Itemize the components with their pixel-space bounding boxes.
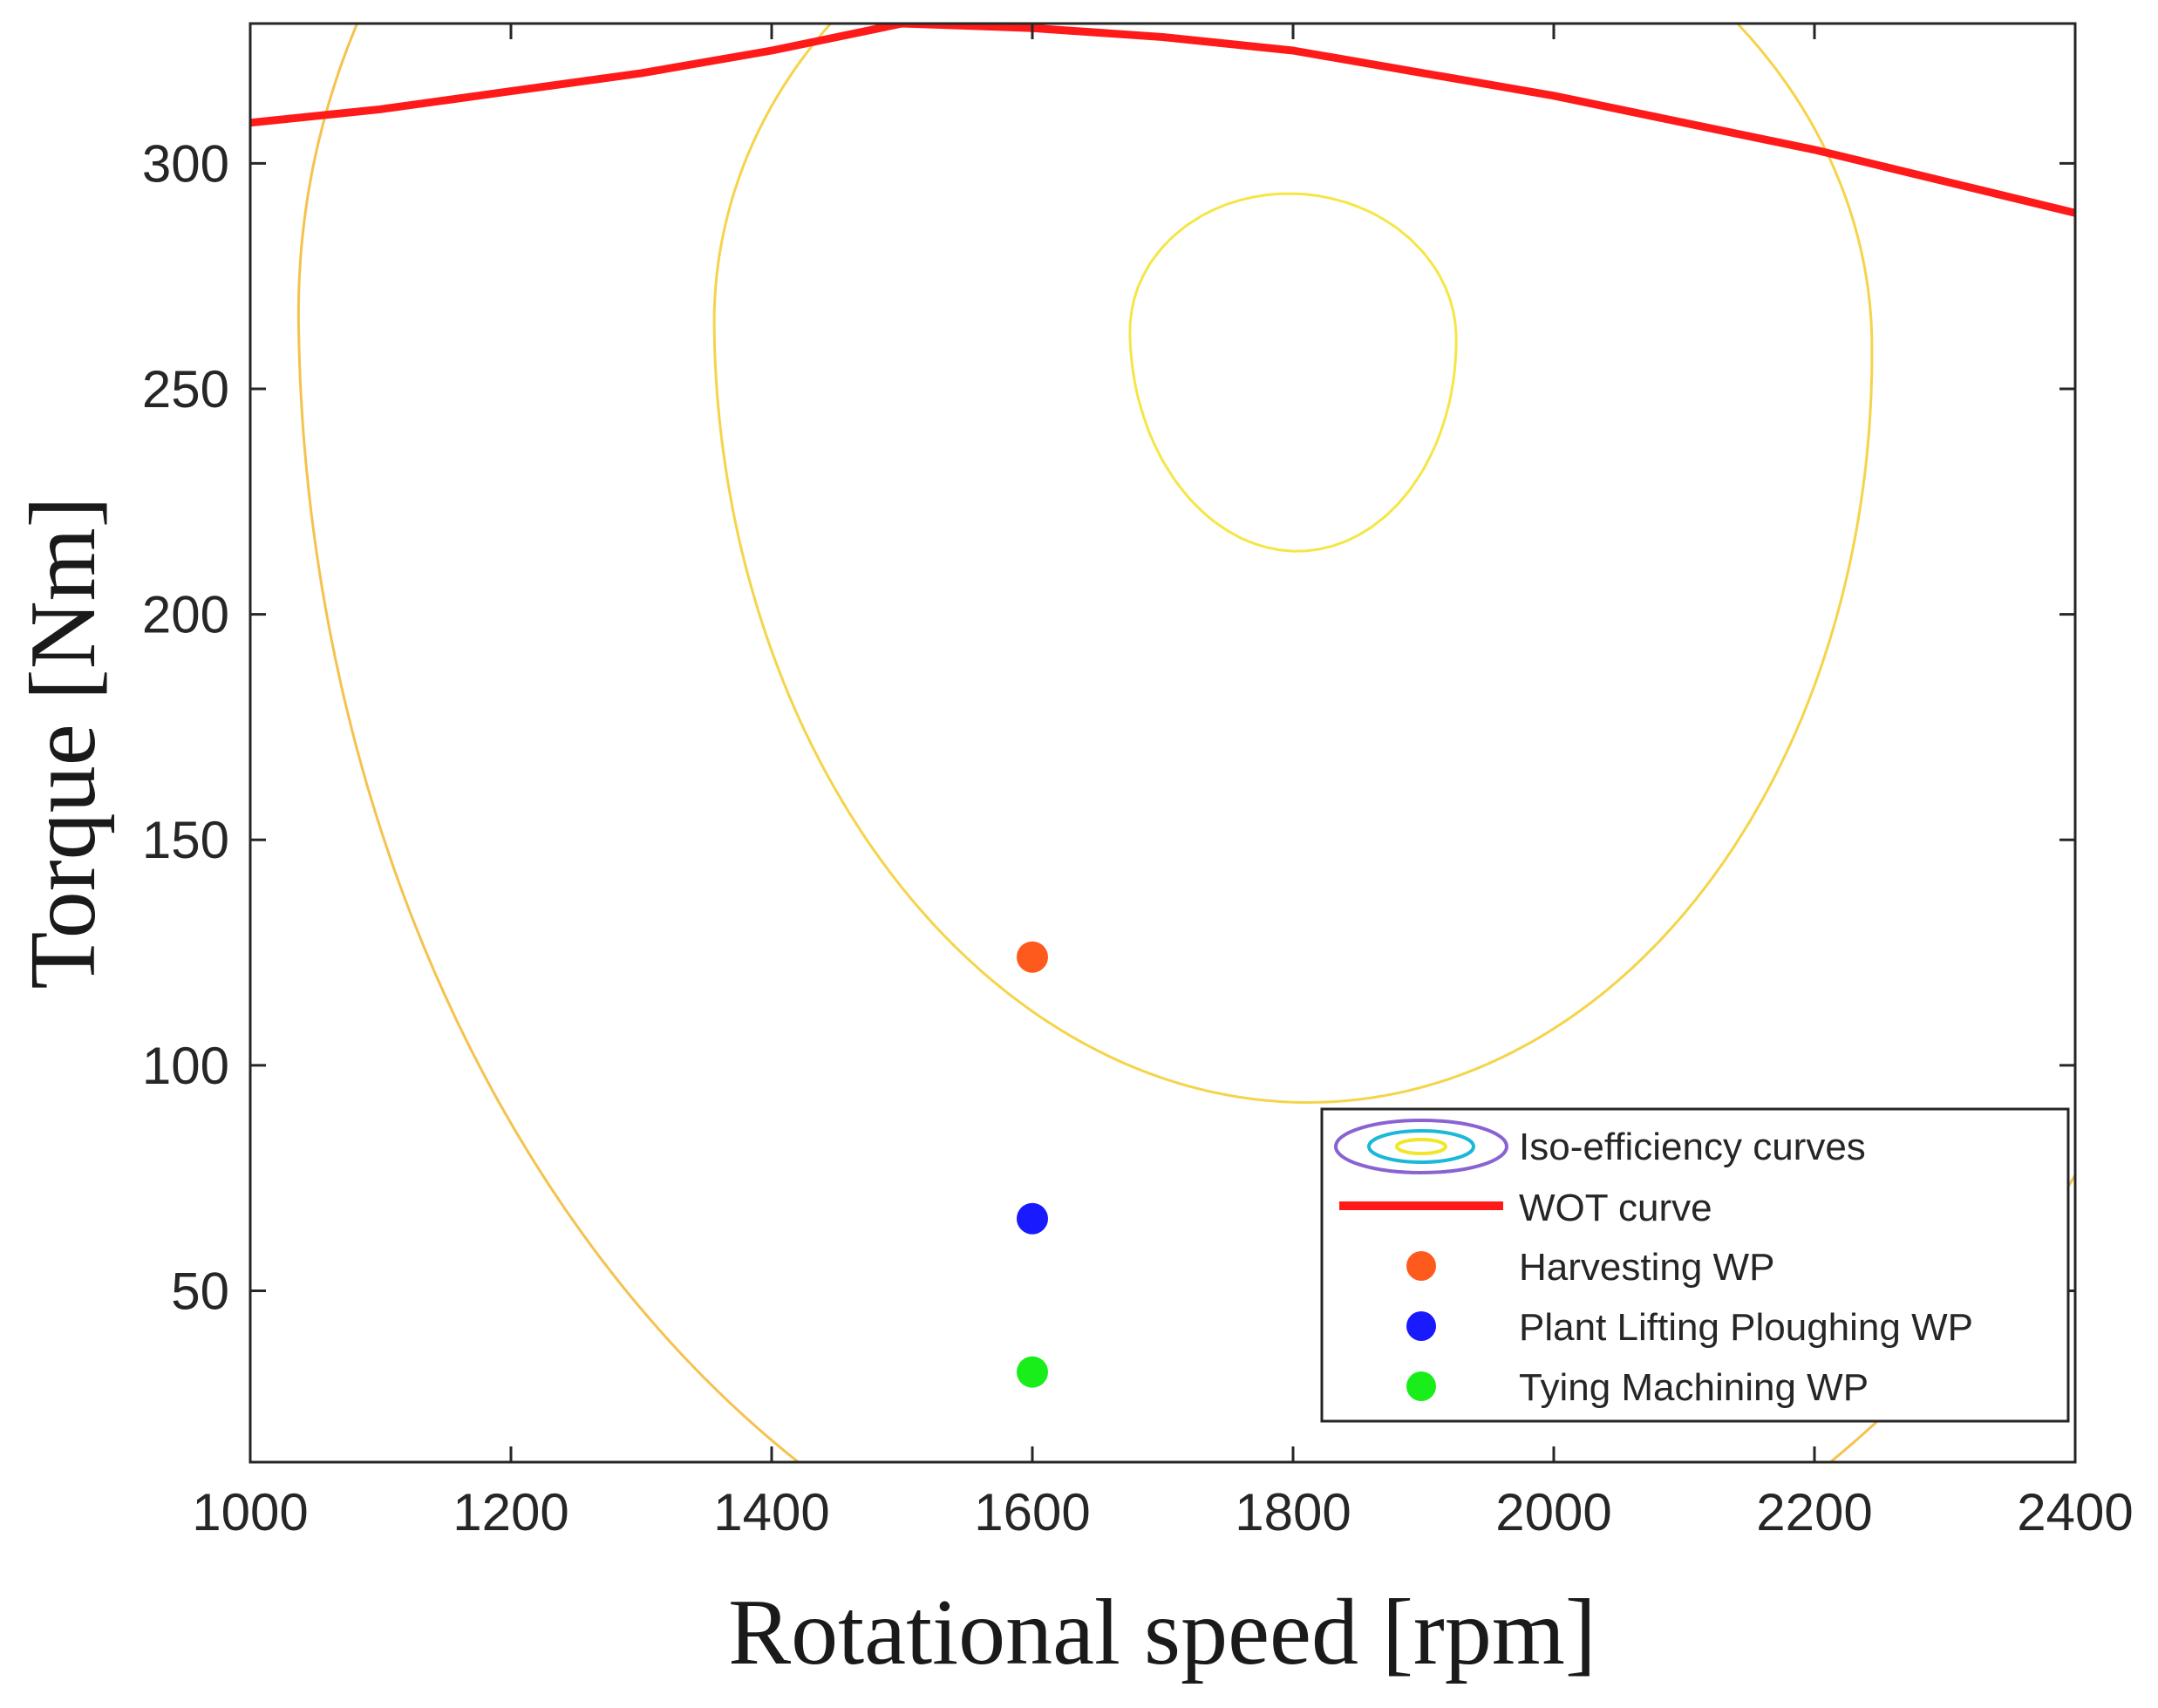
plot-frame: [248, 22, 2077, 1464]
x-tick-label: 1200: [453, 1483, 568, 1541]
y-tick-label: 250: [142, 360, 229, 418]
legend-contour-ring-outer: [1334, 1119, 1508, 1174]
y-tick-label: 100: [142, 1037, 229, 1095]
legend-contour-ring-middle: [1367, 1129, 1475, 1164]
legend-label-harvesting: Harvesting WP: [1519, 1246, 1774, 1289]
legend-contour-icon: [1334, 1119, 1508, 1174]
x-tick-label: 1000: [192, 1483, 308, 1541]
contour-level-1: [1128, 192, 1458, 553]
x-axis-ticks: 1000 1200 1400 1600 1800 2000 2200 2400: [192, 24, 2134, 1541]
wot-curve-line: [250, 24, 2075, 217]
legend-label-plant-lifting: Plant Lifting Ploughing WP: [1519, 1306, 1973, 1349]
y-axis-title: Torque [Nm]: [11, 496, 115, 989]
y-tick-label: 50: [171, 1262, 229, 1320]
contour-level-2: [712, 24, 1874, 1104]
legend-contour-ring-inner: [1395, 1138, 1447, 1155]
x-tick-label: 1400: [713, 1483, 829, 1541]
harvesting-wp-point: [1017, 941, 1048, 973]
x-tick-label: 2000: [1495, 1483, 1611, 1541]
legend: Iso-efficiency curves WOT curve Harvesti…: [1320, 1107, 2070, 1423]
y-axis-ticks: 50 100 150 200 250 300: [142, 134, 2075, 1320]
x-tick-label: 1800: [1235, 1483, 1351, 1541]
legend-label-wot: WOT curve: [1519, 1187, 1712, 1229]
legend-plant-lifting-marker: [1406, 1311, 1436, 1341]
x-tick-label: 2400: [2017, 1483, 2133, 1541]
tying-machining-wp-point: [1017, 1356, 1048, 1388]
plant-lifting-ploughing-wp-point: [1017, 1202, 1048, 1235]
working-points-layer: [1017, 941, 1048, 1388]
legend-label-iso: Iso-efficiency curves: [1519, 1126, 1866, 1168]
x-axis-title: Rotational speed [rpm]: [728, 1581, 1596, 1684]
legend-tying-marker: [1406, 1371, 1436, 1401]
x-tick-label: 1600: [974, 1483, 1090, 1541]
y-tick-label: 200: [142, 586, 229, 644]
wot-curve-layer: [250, 24, 2075, 217]
y-tick-label: 300: [142, 134, 229, 193]
legend-label-tying: Tying Machining WP: [1519, 1366, 1869, 1409]
iso-efficiency-contours: [296, 24, 2075, 1462]
y-tick-label: 150: [142, 811, 229, 869]
legend-harvesting-marker: [1406, 1251, 1436, 1281]
x-tick-label: 2200: [1756, 1483, 1872, 1541]
